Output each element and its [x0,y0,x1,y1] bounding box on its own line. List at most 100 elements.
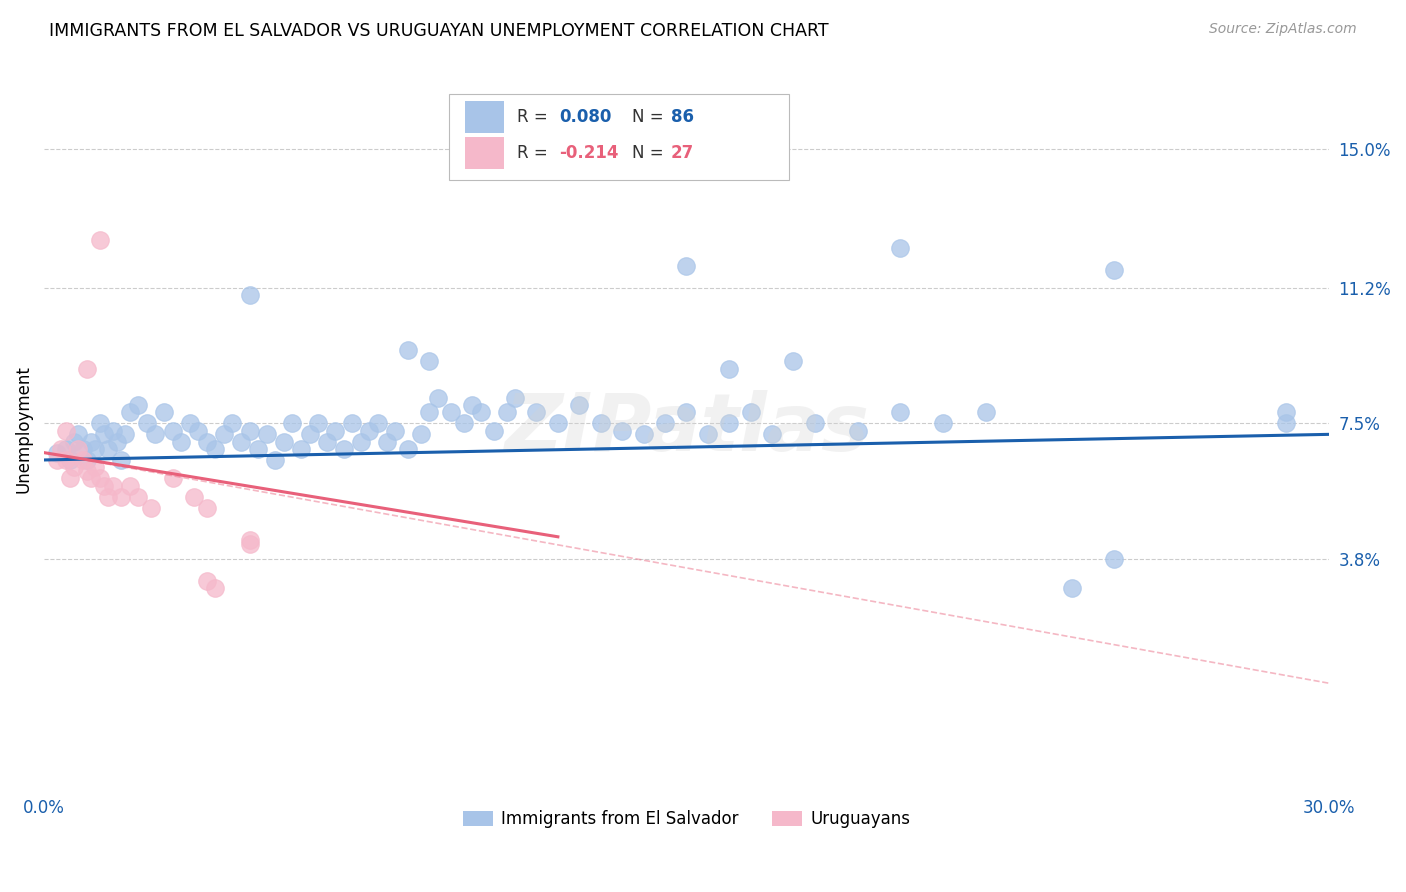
Point [1274,417,1296,431]
Point [84,442,107,456]
Point [135,417,157,431]
Text: IMMIGRANTS FROM EL SALVADOR VS URUGUAYAN UNEMPLOYMENT CORRELATION CHART: IMMIGRANTS FROM EL SALVADOR VS URUGUAYAN… [49,22,828,40]
Text: N =: N = [633,108,669,126]
Point [80,434,103,449]
Point [59,453,82,467]
Text: Source: ZipAtlas.com: Source: ZipAtlas.com [1209,22,1357,37]
Point [375,434,398,449]
Point [127,490,149,504]
Point [427,391,450,405]
Point [141,500,163,515]
Point [396,442,419,456]
Point [1274,405,1296,419]
Point [76,464,98,478]
Legend: Immigrants from El Salvador, Uruguayans: Immigrants from El Salvador, Uruguayans [456,804,917,835]
Point [97,490,120,504]
Point [229,434,252,449]
Text: R =: R = [517,108,553,126]
Point [118,478,141,492]
Point [89,471,111,485]
Point [307,417,329,431]
Point [974,405,997,419]
Point [63,434,86,449]
Point [221,417,243,431]
Point [503,391,526,405]
Point [63,460,86,475]
Point [633,427,655,442]
Point [264,453,287,467]
Point [453,417,475,431]
Point [803,417,825,431]
Point [145,427,167,442]
Point [696,427,718,442]
Point [187,424,209,438]
Point [55,453,77,467]
Point [654,417,676,431]
Point [76,453,98,467]
Point [396,343,419,358]
Point [589,417,612,431]
Text: 27: 27 [671,144,695,161]
Point [315,434,337,449]
Point [273,434,295,449]
Point [418,405,440,419]
Point [675,405,697,419]
Point [526,405,548,419]
Text: N =: N = [633,144,669,161]
Point [239,288,262,302]
Point [409,427,432,442]
Point [932,417,955,431]
Point [889,241,911,255]
Point [718,417,741,431]
Point [93,478,115,492]
Text: 86: 86 [671,108,695,126]
Point [384,424,406,438]
Point [256,427,278,442]
Point [195,434,218,449]
Point [568,398,591,412]
Point [153,405,176,419]
Point [97,442,120,456]
FancyBboxPatch shape [449,94,789,180]
Point [1104,262,1126,277]
Point [46,445,69,459]
Point [367,417,389,431]
Point [170,434,193,449]
Point [547,417,569,431]
Point [461,398,484,412]
Point [110,490,132,504]
Point [101,424,124,438]
Text: 0.080: 0.080 [560,108,612,126]
Point [333,442,356,456]
Point [359,424,381,438]
Point [350,434,373,449]
Point [162,424,184,438]
Bar [465,101,503,133]
Point [281,417,304,431]
Point [59,471,82,485]
Point [889,405,911,419]
Point [72,442,94,456]
Point [290,442,312,456]
Point [323,424,346,438]
Point [80,471,103,485]
Point [51,442,73,456]
Point [212,427,235,442]
Point [740,405,762,419]
Point [610,424,633,438]
Point [179,417,201,431]
Point [89,234,111,248]
Point [782,354,804,368]
Point [67,427,90,442]
Point [195,574,218,588]
Point [470,405,492,419]
Text: R =: R = [517,144,553,161]
Point [846,424,869,438]
Point [127,398,149,412]
Point [114,427,136,442]
Point [440,405,463,419]
Y-axis label: Unemployment: Unemployment [15,365,32,492]
Point [239,537,262,551]
Point [84,460,107,475]
Point [93,427,115,442]
